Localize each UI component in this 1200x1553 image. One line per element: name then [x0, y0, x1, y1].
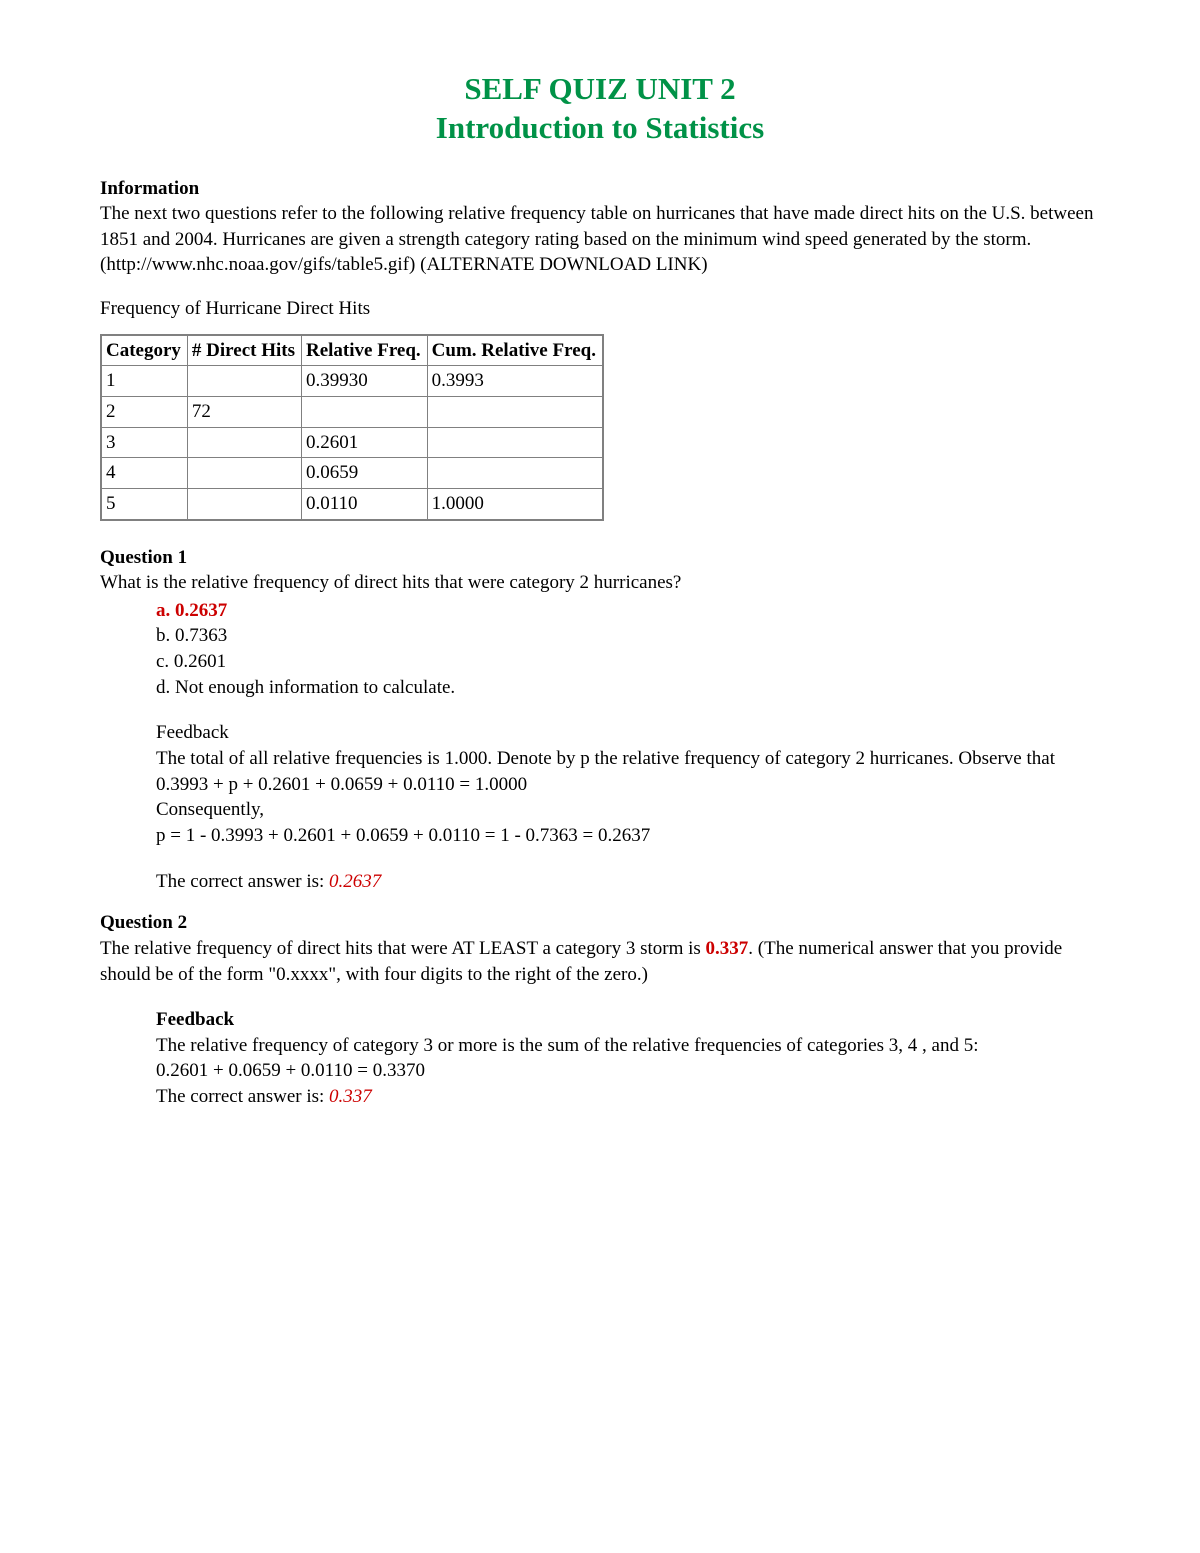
title-block: SELF QUIZ UNIT 2 Introduction to Statist…: [100, 70, 1100, 148]
q2-inline-answer: 0.337: [706, 938, 749, 959]
col-relative-freq: Relative Freq.: [301, 335, 427, 366]
table-header-row: Category # Direct Hits Relative Freq. Cu…: [101, 335, 603, 366]
feedback-line: Consequently,: [156, 797, 1100, 823]
col-direct-hits: # Direct Hits: [187, 335, 301, 366]
answer-prefix: The correct answer is:: [156, 1086, 329, 1107]
cell: [301, 396, 427, 427]
cell: 0.3993: [427, 366, 603, 397]
cell: [187, 488, 301, 519]
cell: 1.0000: [427, 488, 603, 519]
question-1-heading: Question 1: [100, 545, 1100, 571]
cell: 3: [101, 427, 187, 458]
frequency-table: Category # Direct Hits Relative Freq. Cu…: [100, 334, 604, 521]
cell: 72: [187, 396, 301, 427]
cell: 0.0659: [301, 458, 427, 489]
option-a: a. 0.2637: [156, 598, 1100, 624]
cell: [427, 427, 603, 458]
q2-text-before: The relative frequency of direct hits th…: [100, 938, 706, 959]
question-1-text: What is the relative frequency of direct…: [100, 570, 1100, 596]
answer-value: 0.2637: [329, 871, 381, 892]
cell: 5: [101, 488, 187, 519]
table-row: 1 0.39930 0.3993: [101, 366, 603, 397]
col-cum-relative-freq: Cum. Relative Freq.: [427, 335, 603, 366]
feedback-line: 0.3993 + p + 0.2601 + 0.0659 + 0.0110 = …: [156, 772, 1100, 798]
cell: 1: [101, 366, 187, 397]
option-d: d. Not enough information to calculate.: [156, 675, 1100, 701]
option-c: c. 0.2601: [156, 649, 1100, 675]
information-heading: Information: [100, 176, 1100, 202]
feedback-line: The relative frequency of category 3 or …: [156, 1033, 1100, 1059]
question-2: Question 2 The relative frequency of dir…: [100, 910, 1100, 1109]
question-2-heading: Question 2: [100, 910, 1100, 936]
feedback-line: p = 1 - 0.3993 + 0.2601 + 0.0659 + 0.011…: [156, 823, 1100, 849]
cell: [427, 396, 603, 427]
feedback-line: 0.2601 + 0.0659 + 0.0110 = 0.3370: [156, 1058, 1100, 1084]
table-caption: Frequency of Hurricane Direct Hits: [100, 296, 1100, 322]
title-line-2: Introduction to Statistics: [100, 109, 1100, 148]
answer-prefix: The correct answer is:: [156, 871, 329, 892]
question-2-text: The relative frequency of direct hits th…: [100, 936, 1100, 987]
cell: 0.39930: [301, 366, 427, 397]
question-1: Question 1 What is the relative frequenc…: [100, 545, 1100, 895]
correct-answer-line: The correct answer is: 0.337: [156, 1084, 1100, 1110]
table-row: 5 0.0110 1.0000: [101, 488, 603, 519]
question-1-options: a. 0.2637 b. 0.7363 c. 0.2601 d. Not eno…: [156, 598, 1100, 701]
col-category: Category: [101, 335, 187, 366]
answer-value: 0.337: [329, 1086, 372, 1107]
cell: [187, 458, 301, 489]
cell: 4: [101, 458, 187, 489]
table-row: 4 0.0659: [101, 458, 603, 489]
question-1-feedback: Feedback The total of all relative frequ…: [156, 720, 1100, 894]
cell: [427, 458, 603, 489]
cell: [187, 366, 301, 397]
cell: 0.0110: [301, 488, 427, 519]
table-row: 2 72: [101, 396, 603, 427]
feedback-heading: Feedback: [156, 1007, 1100, 1033]
option-b: b. 0.7363: [156, 623, 1100, 649]
information-body: The next two questions refer to the foll…: [100, 201, 1100, 278]
cell: 2: [101, 396, 187, 427]
title-line-1: SELF QUIZ UNIT 2: [100, 70, 1100, 109]
correct-answer-line: The correct answer is: 0.2637: [156, 869, 1100, 895]
cell: [187, 427, 301, 458]
feedback-heading: Feedback: [156, 720, 1100, 746]
document-page: SELF QUIZ UNIT 2 Introduction to Statist…: [0, 0, 1200, 1206]
question-2-feedback: Feedback The relative frequency of categ…: [156, 1007, 1100, 1110]
cell: 0.2601: [301, 427, 427, 458]
feedback-line: The total of all relative frequencies is…: [156, 746, 1100, 772]
table-row: 3 0.2601: [101, 427, 603, 458]
